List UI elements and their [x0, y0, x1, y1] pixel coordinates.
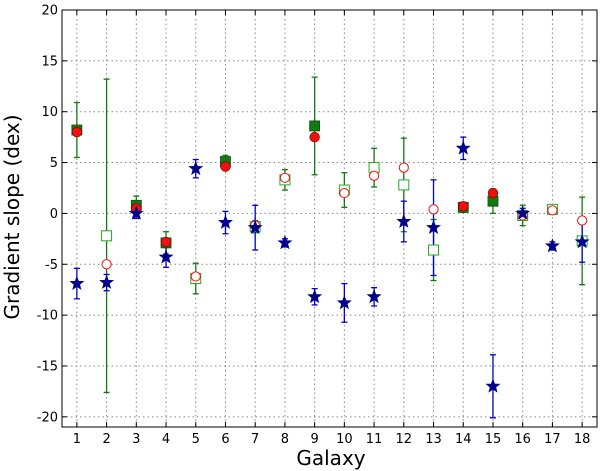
y-tick-label: -15: [37, 359, 58, 374]
star-point: [366, 288, 382, 304]
x-tick-label: 2: [102, 432, 110, 447]
star-point: [485, 378, 501, 393]
open-square-point: [101, 230, 113, 242]
y-tick-label: 20: [41, 4, 58, 19]
x-tick-label: 5: [192, 432, 200, 447]
x-tick-label: 4: [162, 432, 170, 447]
open-circle-point: [428, 204, 439, 215]
open-circle-point: [547, 205, 558, 216]
open-square-point: [398, 179, 410, 191]
star-point: [247, 219, 263, 235]
star-point: [277, 235, 293, 250]
filled-circle-point: [309, 131, 320, 143]
star-point: [515, 205, 531, 220]
x-tick-label: 15: [485, 432, 502, 447]
star-point: [426, 219, 442, 235]
grid-lines: [62, 9, 597, 427]
star-point: [307, 288, 323, 304]
y-tick-label: -10: [37, 309, 58, 324]
open-circle-point: [398, 162, 409, 173]
open-circle-point: [577, 215, 588, 226]
y-axis-label: Gradient slope (dex): [0, 114, 24, 319]
filled-circle-point: [487, 187, 499, 199]
y-tick-label: 0: [50, 207, 58, 222]
open-circle-point: [368, 170, 380, 181]
x-tick-label: 6: [221, 432, 229, 447]
star-point: [69, 275, 85, 290]
filled-circle-point: [220, 161, 231, 172]
x-tick-label: 1: [73, 432, 81, 447]
y-tick-labels: -20 -15 -10 -5 0 5 10 15 20: [37, 4, 58, 426]
star-point: [158, 249, 174, 264]
plot-frame: [61, 9, 598, 428]
star-point: [544, 238, 560, 253]
filled-circle-point: [160, 236, 172, 248]
x-tick-label: 11: [366, 432, 383, 447]
star-point: [217, 214, 233, 229]
x-tick-label: 16: [514, 432, 531, 447]
open-circle-point: [279, 172, 291, 183]
star-point: [336, 295, 352, 310]
x-tick-label: 12: [396, 432, 413, 447]
x-axis-label: Galaxy: [296, 446, 365, 470]
y-tick-label: 15: [41, 54, 58, 69]
error-bars: [73, 76, 586, 419]
filled-circle-point: [71, 126, 83, 138]
open-square-point: [428, 244, 440, 256]
x-tick-label: 13: [425, 432, 442, 447]
filled-square-point: [309, 120, 321, 132]
open-circle-point: [101, 259, 112, 270]
y-tick-label: 5: [50, 156, 58, 171]
star-point: [455, 140, 471, 155]
open-circle-point: [190, 271, 201, 282]
x-tick-label: 14: [455, 432, 472, 447]
x-tick-label: 10: [336, 432, 353, 447]
open-circle-point: [339, 187, 350, 199]
y-tick-label: -20: [37, 410, 58, 425]
y-tick-label: 10: [41, 105, 58, 120]
star-point: [396, 213, 412, 228]
y-tick-label: -5: [45, 258, 58, 273]
axis-ticks: [62, 9, 597, 427]
star-point: [188, 160, 204, 176]
x-tick-label: 8: [281, 432, 289, 447]
data-markers: [69, 120, 590, 393]
x-tick-label: 18: [574, 432, 591, 447]
star-point: [128, 205, 144, 220]
filled-circle-point: [458, 201, 469, 212]
star-point: [99, 274, 115, 289]
star-point: [574, 234, 590, 249]
x-tick-labels: 1 2 3 4 5 6 7 8 9 10 11 12 13 14 15 16 17 18: [73, 432, 591, 447]
x-tick-label: 9: [310, 432, 318, 447]
x-tick-label: 3: [132, 432, 140, 447]
x-tick-label: 17: [544, 432, 561, 447]
x-tick-label: 7: [251, 432, 259, 447]
